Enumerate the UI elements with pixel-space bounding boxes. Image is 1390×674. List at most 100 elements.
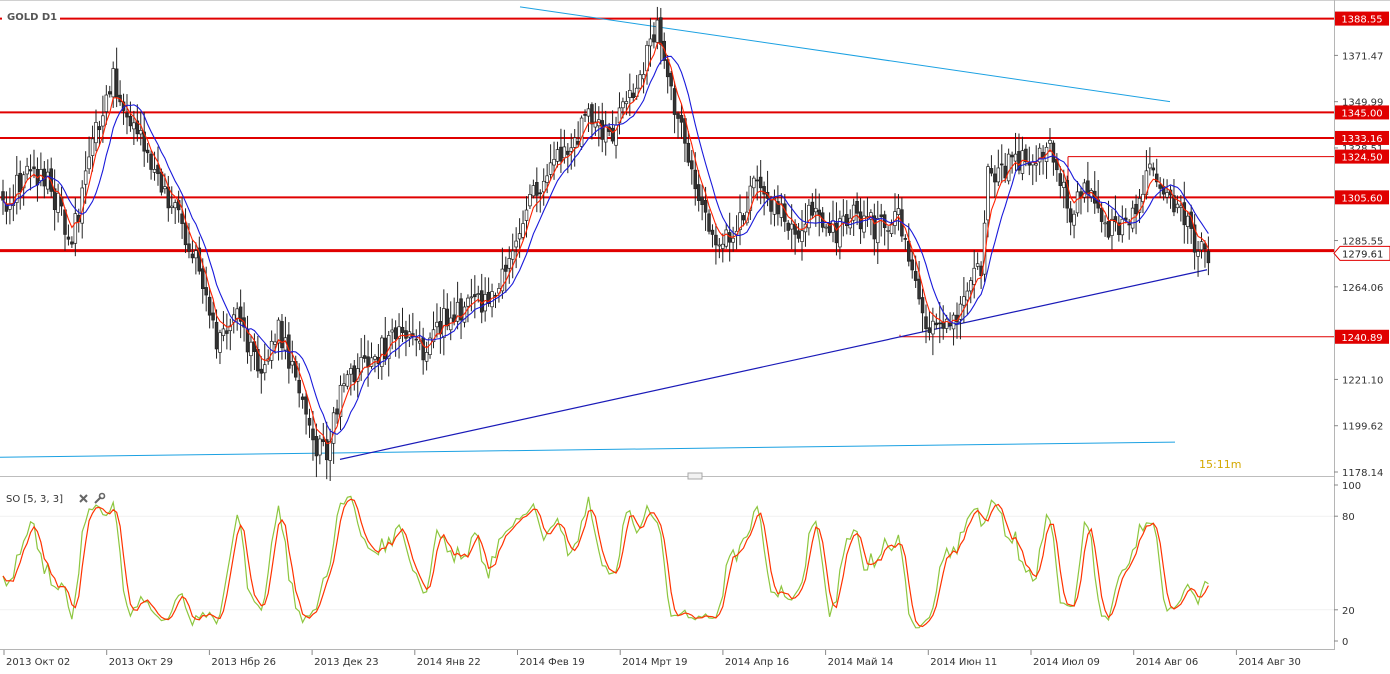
candle-body <box>693 169 697 190</box>
candle-body <box>331 412 336 444</box>
candle-body <box>1086 180 1090 195</box>
candle-body <box>390 329 394 333</box>
candle-body <box>535 182 539 196</box>
price-axis: 1371.47 1349.99 1328.51 1285.55 1264.06 1221.… <box>1333 51 1390 479</box>
candle-body <box>173 202 177 209</box>
candle-body <box>555 149 560 162</box>
symbol-label: GOLD D1 <box>7 12 57 23</box>
price-tick-label: 1221.10 <box>1342 375 1383 386</box>
candle-body <box>700 196 704 205</box>
candle-body <box>824 226 828 229</box>
candle-body <box>52 188 57 211</box>
candle-body <box>114 68 119 98</box>
candle-body <box>593 121 598 128</box>
candle-body <box>741 215 746 221</box>
candle-body <box>965 290 970 301</box>
candle-body <box>1079 191 1083 197</box>
candle-body <box>139 130 143 135</box>
candle-body <box>703 200 708 213</box>
candle-body <box>507 258 512 269</box>
level-label-bg-2 <box>1335 130 1389 145</box>
candle-body <box>104 94 109 112</box>
candle-body <box>1003 165 1007 179</box>
candle-body <box>235 308 239 319</box>
moving-averages <box>2 42 1209 445</box>
candle-body <box>183 222 188 246</box>
candle-body <box>559 146 563 162</box>
candle-body <box>469 296 474 299</box>
candle-body <box>1206 250 1211 264</box>
candle-body <box>187 243 191 252</box>
level-label-bg-4 <box>1335 190 1389 205</box>
candle-body <box>1172 195 1176 213</box>
candle-body <box>28 169 33 172</box>
candle-body <box>1062 181 1066 188</box>
candle-body <box>951 314 956 330</box>
candle-body <box>180 213 184 224</box>
candle-body <box>404 330 408 339</box>
candle-body <box>907 240 911 262</box>
candle-timer: 15:11m <box>1199 458 1241 471</box>
candle-body <box>648 38 653 47</box>
candle-body <box>579 117 584 147</box>
candle-body <box>755 179 759 182</box>
candle-body <box>1000 163 1004 166</box>
candle-body <box>476 293 481 295</box>
candle-body <box>934 322 939 326</box>
candle-body <box>631 92 636 98</box>
close-icon[interactable] <box>79 494 88 503</box>
candle-body <box>459 298 463 321</box>
level-label-bg-1 <box>1335 105 1389 120</box>
candle-body <box>855 201 859 214</box>
osc-tick-label: 80 <box>1342 512 1355 523</box>
pane-resize-handle[interactable] <box>687 472 703 480</box>
candle-body <box>676 113 680 119</box>
candle-body <box>1203 243 1207 250</box>
candle-body <box>276 319 281 344</box>
candle-body <box>845 214 849 226</box>
candle-body <box>1006 153 1011 182</box>
candle-body <box>314 436 319 457</box>
channel-upper-line[interactable] <box>519 6 1171 103</box>
channel-lower-line[interactable] <box>0 441 1176 458</box>
support-trendline[interactable] <box>339 269 1208 460</box>
oscillator-axis: 100 80 20 0 <box>1334 481 1361 648</box>
candle-body <box>108 91 112 95</box>
candle-body <box>710 229 715 235</box>
candle-body <box>1141 193 1145 202</box>
time-tick-label: 2014 Мрт 19 <box>622 657 687 668</box>
wrench-icon[interactable] <box>94 492 106 504</box>
candle-body <box>652 34 656 43</box>
stochastic-signal-line <box>2 498 1209 628</box>
candle-body <box>1037 147 1042 163</box>
level-label-3: 1324.50 <box>1341 153 1382 164</box>
candle-body <box>510 250 515 260</box>
candle-body <box>142 131 146 152</box>
candle-body <box>486 291 491 304</box>
candle-body <box>841 215 846 223</box>
candle-body <box>927 327 932 333</box>
candle-body <box>641 74 646 80</box>
candle-body <box>583 114 587 116</box>
candle-body <box>807 204 811 229</box>
candle-body <box>32 166 36 170</box>
candle-body <box>97 126 102 131</box>
candle-body <box>400 326 405 333</box>
candle-body <box>125 112 129 118</box>
level-label-2: 1333.16 <box>1341 134 1382 145</box>
candle-body <box>297 379 301 394</box>
candle-body <box>349 368 353 375</box>
candle-body <box>662 40 666 61</box>
candle-body <box>590 104 594 125</box>
candle-body <box>796 230 801 239</box>
horizontal-levels <box>0 17 1334 338</box>
candle-body <box>145 149 150 154</box>
candle-body <box>876 217 880 244</box>
candle-body <box>170 205 174 208</box>
candle-body <box>1196 251 1200 257</box>
candle-body <box>672 88 677 115</box>
candle-body <box>624 101 629 105</box>
level-labels: 1388.55 1345.00 1333.16 1324.50 1305.60 1240.… <box>1335 11 1389 344</box>
candle-body <box>249 341 253 357</box>
